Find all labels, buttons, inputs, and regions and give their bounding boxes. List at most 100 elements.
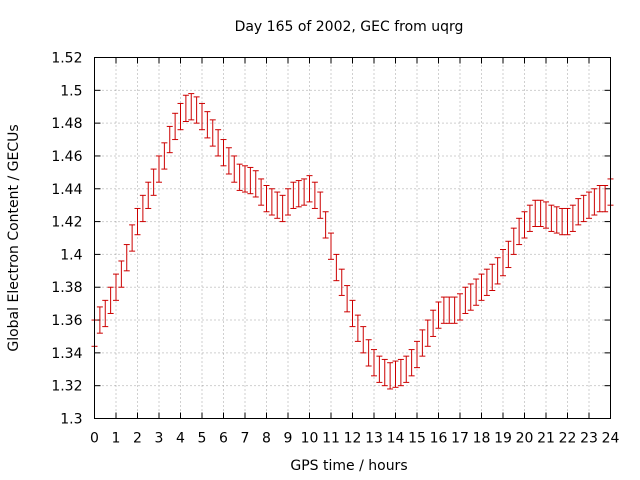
data-point [301, 178, 308, 206]
data-point [414, 340, 420, 369]
data-point [419, 329, 426, 357]
data-point [107, 286, 114, 314]
data-point [204, 111, 211, 139]
data-point [440, 296, 447, 324]
x-tick-label: 15 [408, 431, 426, 447]
data-point [543, 201, 549, 229]
data-point [473, 278, 480, 306]
data-point [526, 204, 533, 232]
data-point [424, 319, 431, 347]
data-point [494, 257, 501, 285]
data-point [328, 232, 334, 260]
data-point [242, 165, 248, 193]
x-tick-label: 12 [344, 431, 362, 447]
data-point [510, 227, 517, 255]
data-point [360, 326, 367, 354]
data-point [521, 211, 528, 239]
chart-title: Day 165 of 2002, GEC from uqrg [235, 19, 464, 35]
x-tick-label: 24 [602, 431, 620, 447]
x-tick-label: 9 [284, 431, 293, 447]
data-point [193, 96, 200, 124]
x-tick-label: 7 [241, 431, 250, 447]
data-point [139, 194, 146, 223]
data-point [392, 360, 399, 388]
data-point [199, 102, 205, 131]
x-tick-label: 8 [262, 431, 271, 447]
data-point [435, 301, 442, 329]
data-point [317, 191, 324, 219]
data-point [274, 191, 281, 219]
data-point [215, 129, 222, 157]
data-point [376, 355, 383, 383]
x-tick-label: 0 [90, 431, 99, 447]
data-point [467, 283, 474, 311]
data-point [397, 358, 404, 387]
data-point [354, 314, 361, 342]
data-point [500, 248, 506, 277]
x-tick-label: 6 [219, 431, 228, 447]
data-point [258, 178, 265, 206]
data-point [113, 273, 119, 301]
y-tick-label: 1.4 [60, 247, 82, 263]
data-point [161, 142, 168, 170]
data-point [96, 306, 103, 334]
x-tick-label: 23 [580, 431, 598, 447]
y-tick-label: 1.44 [51, 182, 82, 198]
data-point [365, 339, 372, 367]
data-point [575, 198, 582, 226]
data-point [129, 224, 136, 252]
y-tick-labels: 1.3 1.32 1.34 1.36 1.38 1.4 1.42 1.44 1.46 1.48 1.… [51, 51, 82, 428]
data-point [279, 194, 286, 223]
y-tick-label: 1.46 [51, 149, 82, 165]
plot-frame [94, 57, 611, 419]
x-tick-label: 20 [516, 431, 534, 447]
data-point [322, 211, 329, 239]
data-point [371, 349, 377, 377]
data-point [285, 188, 291, 216]
data-point [580, 194, 587, 223]
data-point [559, 207, 566, 236]
data-point [166, 125, 173, 154]
data-point [553, 206, 560, 234]
x-tick-label: 16 [430, 431, 448, 447]
data-point [268, 188, 275, 216]
x-tick-label: 4 [176, 431, 185, 447]
data-point [306, 175, 313, 203]
data-point [408, 349, 415, 377]
y-tick-label: 1.42 [51, 215, 82, 231]
x-tick-labels: 0 1 2 3 4 5 6 7 8 9 10 11 12 13 14 15 16 17 18 19 20 21 22 23 24 [90, 431, 619, 447]
data-point [505, 240, 512, 269]
data-point [150, 168, 157, 196]
x-tick-label: 11 [322, 431, 340, 447]
x-tick-label: 5 [198, 431, 207, 447]
data-point [290, 181, 297, 209]
data-point [252, 170, 259, 198]
data-point [263, 184, 270, 213]
data-point [102, 299, 109, 328]
x-axis-label: GPS time / hours [290, 458, 407, 474]
data-point [387, 362, 394, 390]
data-point [430, 309, 437, 337]
data-point [586, 191, 592, 219]
data-point [177, 102, 184, 131]
data-point [182, 94, 189, 122]
data-point [123, 244, 130, 272]
y-axis-label: Global Electron Content / GECUs [6, 124, 22, 351]
data-point [172, 112, 179, 141]
data-point [236, 163, 243, 191]
y-tick-label: 1.36 [51, 313, 82, 329]
data-point [231, 155, 238, 183]
x-tick-label: 2 [133, 431, 142, 447]
data-points [91, 93, 614, 390]
data-point [532, 199, 539, 228]
y-tick-label: 1.48 [51, 116, 82, 132]
data-point [118, 260, 125, 288]
data-point [381, 358, 388, 387]
data-point [338, 268, 345, 296]
data-point [349, 299, 356, 328]
data-point [344, 285, 351, 313]
x-tick-label: 3 [155, 431, 164, 447]
x-tick-label: 22 [559, 431, 577, 447]
x-tick-label: 10 [301, 431, 319, 447]
x-tick-label: 17 [451, 431, 469, 447]
